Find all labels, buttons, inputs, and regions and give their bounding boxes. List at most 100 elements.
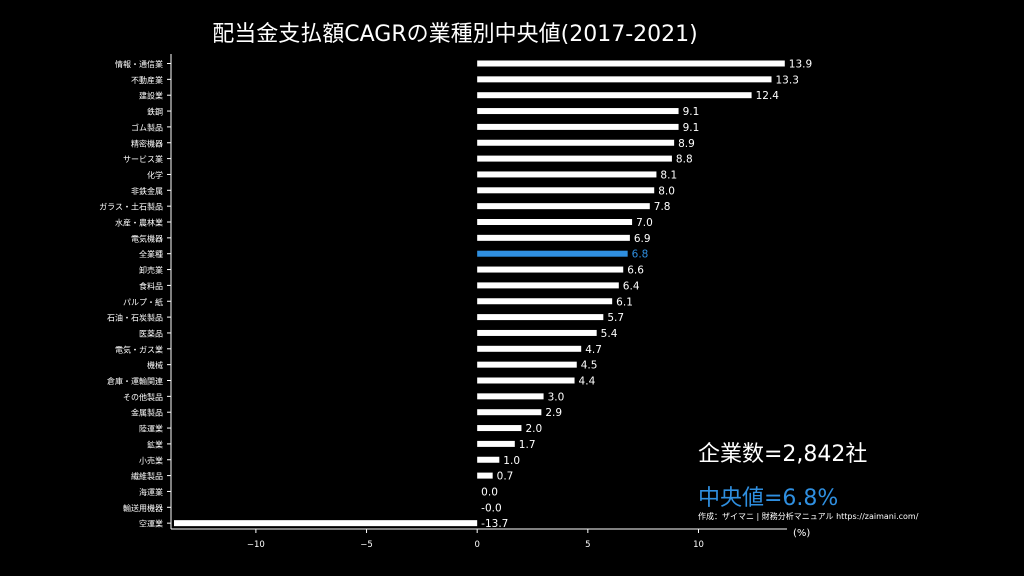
bar: [477, 409, 542, 416]
bar: [477, 250, 628, 257]
category-label: 鉱業: [147, 439, 163, 449]
category-label: 食料品: [139, 281, 163, 291]
value-label: 12.4: [756, 90, 780, 102]
category-label: 陸運業: [139, 424, 163, 434]
value-label: -13.7: [481, 518, 508, 530]
x-axis: −10 −5 0 5 10: [170, 54, 787, 550]
category-label: 金属製品: [131, 408, 163, 418]
bar: [477, 92, 752, 99]
category-label: 情報・通信業: [115, 59, 163, 69]
bar: [477, 456, 500, 463]
value-label: 5.4: [601, 328, 618, 340]
bar: [477, 393, 544, 400]
value-label: 0.7: [497, 471, 514, 483]
bar: [477, 108, 679, 115]
value-label: 1.0: [503, 455, 520, 467]
category-label: 卸売業: [139, 265, 163, 275]
value-label: 4.4: [579, 376, 596, 388]
value-label: 9.1: [683, 122, 700, 134]
category-label: 機械: [147, 360, 163, 370]
x-tick-label: 5: [585, 540, 590, 550]
bar: [477, 361, 577, 368]
value-label: 8.9: [678, 138, 695, 150]
bars-layer: 情報・通信業 13.9 不動産業 13.3 建設業 12.4 鉄鋼 9.1 ゴム製品 9.1 精密機…: [99, 59, 812, 531]
category-label: 医薬品: [139, 328, 163, 338]
value-label: 2.0: [525, 423, 542, 435]
x-tick-label: 0: [474, 540, 479, 550]
bar: [477, 187, 655, 194]
category-label: 水産・農林業: [115, 218, 163, 228]
category-label: 輸送用機器: [123, 503, 163, 513]
x-tick-label: 10: [693, 540, 704, 550]
value-label: 7.8: [654, 201, 671, 213]
category-label: 鉄鋼: [147, 107, 163, 117]
category-label: 非鉄金属: [131, 186, 163, 196]
value-label: -0.0: [481, 502, 502, 514]
category-label: サービス業: [123, 154, 163, 164]
category-label: 全業種: [139, 249, 163, 259]
category-label: ガラス・土石製品: [99, 202, 163, 212]
value-label: 6.1: [616, 296, 633, 308]
category-label: 化学: [147, 170, 163, 180]
bar: [477, 234, 630, 241]
bar: [477, 219, 633, 225]
value-label: 8.8: [676, 154, 693, 166]
x-tick-label: −5: [360, 540, 373, 550]
bar: [477, 203, 650, 210]
category-label: パルプ・紙: [123, 297, 163, 307]
value-label: 5.7: [607, 312, 624, 324]
category-label: その他製品: [123, 392, 163, 402]
bar: [477, 123, 679, 130]
bar: [477, 139, 675, 146]
value-label: 0.0: [481, 486, 498, 498]
value-label: 6.8: [632, 249, 649, 261]
bar: [477, 76, 772, 83]
category-label: 倉庫・運輸関連: [107, 376, 163, 386]
chart-title: 配当金支払額CAGRの業種別中央値(2017-2021): [212, 22, 698, 47]
value-label: 2.9: [545, 407, 562, 419]
median-value: 中央値=6.8%: [698, 486, 839, 511]
category-label: ゴム製品: [131, 122, 163, 132]
category-label: 繊維製品: [131, 471, 163, 481]
credit-text: 作成：ザイマニ | 財務分析マニュアル https://zaimani.com/: [698, 512, 919, 521]
bar: [477, 345, 582, 352]
bar: [477, 282, 619, 289]
category-label: 精密機器: [131, 138, 163, 148]
bar: [477, 440, 515, 447]
bar: [477, 171, 657, 178]
category-label: 海運業: [139, 487, 163, 497]
bar: [477, 425, 522, 432]
bar: [174, 520, 478, 527]
value-label: 6.4: [623, 280, 640, 292]
category-label: 電気機器: [131, 233, 163, 243]
value-label: 13.9: [789, 59, 812, 71]
category-label: 空運業: [139, 519, 163, 529]
value-label: 3.0: [548, 391, 565, 403]
value-label: 4.5: [581, 360, 598, 372]
value-label: 8.1: [660, 169, 677, 181]
bar: [477, 155, 672, 162]
category-label: 石油・石炭製品: [107, 313, 163, 323]
bar: [477, 298, 613, 305]
x-axis-unit-label: (%): [793, 528, 811, 539]
bar: [477, 266, 624, 273]
summary-box: 企業数=2,842社 中央値=6.8%: [698, 436, 867, 512]
value-label: 1.7: [519, 439, 536, 451]
category-label: 不動産業: [131, 75, 163, 85]
x-tick-label: −10: [247, 540, 265, 550]
value-label: 9.1: [683, 106, 700, 118]
bar: [477, 314, 604, 321]
bar: [477, 329, 597, 336]
category-label: 小売業: [139, 455, 163, 465]
category-label: 建設業: [139, 91, 163, 101]
value-label: 8.0: [658, 185, 675, 197]
value-label: 4.7: [585, 344, 602, 356]
bar: [477, 377, 575, 384]
company-count: 企業数=2,842社: [698, 442, 868, 467]
value-label: 13.3: [776, 74, 799, 86]
value-label: 6.9: [634, 233, 651, 245]
bar: [477, 472, 493, 479]
bar: [477, 60, 785, 67]
value-label: 6.6: [627, 265, 644, 277]
